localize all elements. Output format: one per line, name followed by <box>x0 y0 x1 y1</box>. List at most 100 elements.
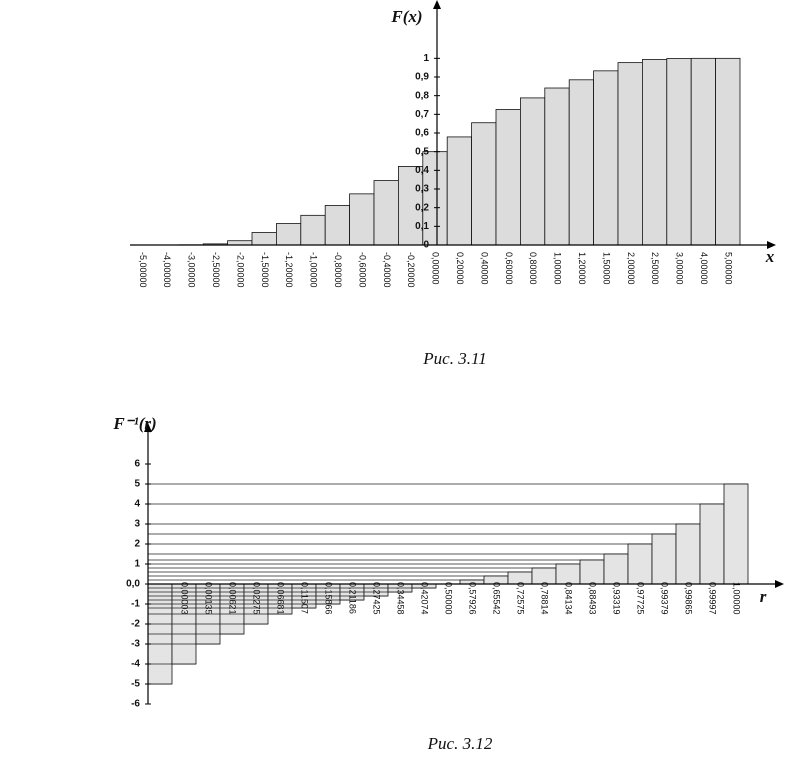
x-tick-label: 3,00000 <box>675 252 685 285</box>
bar <box>397 166 424 246</box>
x-tick-label: 0,99865 <box>684 582 694 615</box>
x-tick-label: -1,00000 <box>309 252 319 288</box>
x-tick-label: 0,02275 <box>252 582 262 615</box>
x-tick-label: 0,99379 <box>660 582 670 615</box>
bar <box>324 205 351 246</box>
x-tick-label: 0,00000 <box>431 252 441 285</box>
x-tick-label: 0,40000 <box>479 252 489 285</box>
x-tick-label: 0,60000 <box>504 252 514 285</box>
y-tick-label: 0,8 <box>415 90 429 101</box>
x-tick-label: -1,50000 <box>260 252 270 288</box>
x-tick-label: 1,20000 <box>577 252 587 285</box>
y-tick-label: 0,5 <box>415 146 429 157</box>
x-tick-label: -4,00000 <box>162 252 172 288</box>
bar <box>699 503 725 585</box>
x-tick-label: 0,65542 <box>492 582 502 615</box>
x-tick-label: 0,11507 <box>300 582 310 614</box>
bar <box>675 523 701 585</box>
y-tick-label: -5 <box>131 679 140 690</box>
y-tick-label: 0,0 <box>126 579 140 590</box>
bar <box>723 483 749 585</box>
bar <box>603 553 629 585</box>
bar <box>446 136 473 246</box>
y-tick-label: 0,1 <box>415 221 429 232</box>
bar <box>642 59 668 246</box>
caption: Рис. 3.12 <box>427 734 493 753</box>
y-tick-label: -2 <box>131 619 140 630</box>
y-tick-label: -4 <box>131 659 140 670</box>
x-tick-label: -5,00000 <box>138 252 148 288</box>
bar <box>520 97 546 246</box>
x-tick-label: 0,06681 <box>276 582 286 615</box>
bar <box>471 122 497 246</box>
y-tick-label: 1 <box>134 559 140 570</box>
bar <box>373 180 399 246</box>
y-tick-label: 0,4 <box>415 165 429 176</box>
x-tick-label: 0,50000 <box>444 582 454 615</box>
bar <box>555 563 581 585</box>
x-tick-label: 0,34458 <box>396 582 406 615</box>
x-tick-label: 0,15866 <box>324 582 334 615</box>
x-tick-label: 2,00000 <box>626 252 636 285</box>
bar <box>275 223 302 246</box>
x-arrow <box>775 580 784 588</box>
bar <box>544 87 570 246</box>
bar <box>227 240 253 246</box>
y-tick-label: 0,2 <box>415 202 429 213</box>
y-tick-label: -6 <box>131 699 140 710</box>
bar <box>651 533 677 585</box>
x-tick-label: -0,40000 <box>382 252 392 288</box>
x-tick-label: 0,78814 <box>540 582 550 615</box>
y-tick-label: -3 <box>131 639 140 650</box>
x-tick-label: 1,00000 <box>732 582 742 615</box>
x-axis-label: r <box>760 587 767 606</box>
x-tick-label: -0,60000 <box>357 252 367 288</box>
bar <box>579 559 605 585</box>
bar <box>690 57 717 246</box>
x-tick-label: -3,00000 <box>187 252 197 288</box>
y-arrow <box>144 423 152 432</box>
x-tick-label: -0,80000 <box>333 252 343 288</box>
y-tick-label: 1 <box>423 53 429 64</box>
bar <box>666 58 692 246</box>
x-tick-label: 5,00000 <box>723 252 733 285</box>
bar <box>349 193 375 246</box>
y-tick-label: 2 <box>134 539 140 550</box>
caption: Рис. 3.11 <box>422 349 486 368</box>
y-tick-label: 0 <box>423 240 429 251</box>
y-axis-label: F⁻¹(r) <box>112 414 156 433</box>
y-tick-label: 4 <box>134 499 140 510</box>
y-axis-label: F(x) <box>390 7 422 26</box>
x-tick-label: -2,00000 <box>235 252 245 288</box>
bar <box>495 109 521 246</box>
x-tick-label: 1,50000 <box>601 252 611 285</box>
bar <box>593 70 619 246</box>
x-tick-label: 2,50000 <box>650 252 660 285</box>
y-tick-label: 0,3 <box>415 184 429 195</box>
x-tick-label: -0,20000 <box>406 252 416 288</box>
y-tick-label: 0,9 <box>415 72 429 83</box>
y-tick-label: 3 <box>134 519 140 530</box>
y-tick-label: 0,6 <box>415 128 429 139</box>
x-axis-label: x <box>765 247 775 266</box>
x-tick-label: 0,00003 <box>180 582 190 615</box>
x-tick-label: 0,80000 <box>528 252 538 285</box>
x-tick-label: 0,72575 <box>516 582 526 615</box>
bar <box>617 62 643 246</box>
x-tick-label: 0,93319 <box>612 582 622 615</box>
x-tick-label: -1,20000 <box>284 252 294 288</box>
x-tick-label: -2,50000 <box>211 252 221 288</box>
x-tick-label: 1,00000 <box>553 252 563 285</box>
y-tick-label: 5 <box>134 479 140 490</box>
bar <box>568 79 595 246</box>
chart: -5,00000 -4,00000 -3,00000 -2,50000 -2,00000… <box>130 0 776 368</box>
y-arrow <box>433 0 441 9</box>
x-tick-label: 0,88493 <box>588 582 598 615</box>
x-tick-label: 0,00135 <box>204 582 214 615</box>
y-tick-label: 6 <box>134 459 140 470</box>
x-tick-label: 4,00000 <box>699 252 709 285</box>
bar <box>251 232 277 246</box>
x-arrow <box>767 241 776 249</box>
bar <box>627 543 653 585</box>
